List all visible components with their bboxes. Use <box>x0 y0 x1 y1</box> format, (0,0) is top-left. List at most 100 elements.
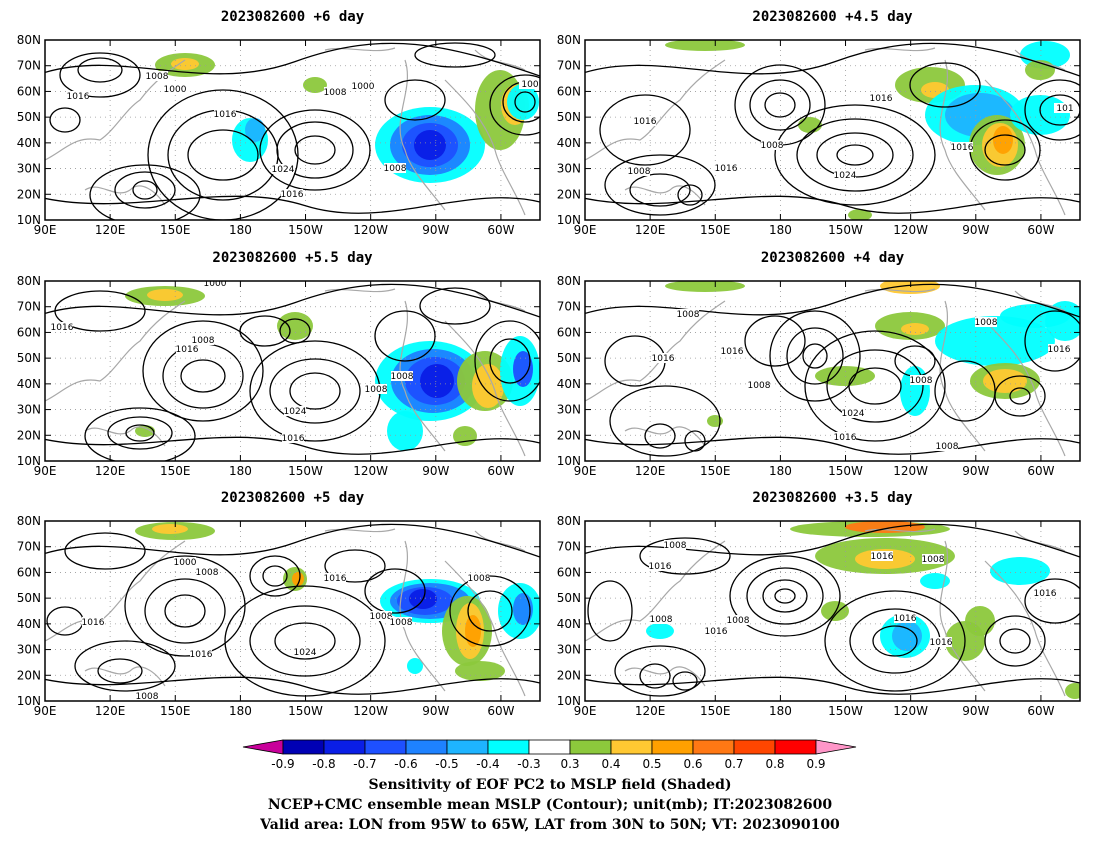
contour-label-text: 1016 <box>1034 589 1057 599</box>
mslp-contour <box>249 555 301 597</box>
contour-label-text: 1008 <box>196 568 219 578</box>
contour-label-bg <box>761 140 783 150</box>
map-content: 1016 1016 1008 1008 1016 1024 1016 101 <box>585 40 1080 220</box>
mslp-contour <box>180 359 226 393</box>
colorbar-tick-label: -0.7 <box>353 757 376 771</box>
lat-tick-label: 70N <box>557 540 581 554</box>
coastline <box>984 560 1066 697</box>
contour-label: 1016 <box>190 649 213 660</box>
contour-label-text: 1008 <box>677 310 700 320</box>
mslp-contour <box>585 195 1080 214</box>
map-frame <box>44 280 541 462</box>
lat-tick-label: 60N <box>17 325 41 339</box>
contour-label: 1016 <box>871 551 894 562</box>
contour-label-bg <box>390 617 412 627</box>
contour-label: 1024 <box>294 647 317 658</box>
mslp-contour <box>45 523 540 558</box>
contour-label: 1016 <box>281 189 304 200</box>
coastline <box>399 540 446 692</box>
contour-label-text: 1016 <box>715 164 738 174</box>
lon-tick-label: 180 <box>229 223 252 237</box>
contour-label-bg <box>192 335 214 345</box>
mslp-contour <box>994 375 1046 417</box>
mslp-contour <box>604 154 716 216</box>
mslp-contour <box>677 184 703 206</box>
contour-label-bg <box>936 441 958 451</box>
lat-tick-label: 80N <box>17 274 41 288</box>
mslp-contour <box>489 74 540 136</box>
sensitivity-shading <box>920 573 950 589</box>
lon-tick-label: 150W <box>288 464 323 478</box>
contour-label: 1008 <box>365 384 388 395</box>
lat-tick-label: 50N <box>557 110 581 124</box>
lat-tick-label: 30N <box>17 403 41 417</box>
lon-tick-label: 60W <box>487 464 514 478</box>
contour-label-bg <box>727 615 749 625</box>
contour-label: 1016 <box>715 163 738 174</box>
contour-label-text: 1016 <box>834 433 857 443</box>
coastline <box>399 300 446 452</box>
contour-label-text: 1016 <box>951 143 974 153</box>
colorbar-bin <box>282 739 325 755</box>
lon-tick-label: 180 <box>769 464 792 478</box>
lon-tick-label: 150E <box>160 464 191 478</box>
lon-tick-label: 120E <box>635 704 666 718</box>
lat-tick-label: 60N <box>17 84 41 98</box>
lon-tick-label: 60W <box>487 223 514 237</box>
sensitivity-shading <box>845 521 925 533</box>
lon-tick-label: 180 <box>229 704 252 718</box>
mslp-contour <box>45 42 540 77</box>
contour-label-text: 101 <box>1056 104 1073 114</box>
contour-label-text: 1016 <box>705 627 728 637</box>
contour-label-text: 100 <box>521 80 538 90</box>
colorbar-bin <box>692 739 735 755</box>
mslp-contour <box>249 605 361 677</box>
lon-tick-label: 60W <box>1027 464 1054 478</box>
lon-tick-label: 90W <box>422 464 449 478</box>
lat-tick-label: 20N <box>557 668 581 682</box>
lon-tick-label: 150E <box>160 704 191 718</box>
contour-label-bg <box>196 567 218 577</box>
contour-label-bg <box>975 317 997 327</box>
colorbar-bin <box>446 739 489 755</box>
contour-label: 1008 <box>936 441 959 452</box>
lon-tick-label: 150E <box>700 223 731 237</box>
lat-tick-label: 80N <box>17 514 41 528</box>
mslp-contour <box>187 129 259 181</box>
lon-tick-label: 120W <box>353 704 388 718</box>
mslp-contour <box>107 416 173 450</box>
colorbar-bin <box>405 739 448 755</box>
lon-tick-label: 60W <box>1027 223 1054 237</box>
lat-tick-label: 30N <box>557 643 581 657</box>
map-frame <box>584 520 1081 702</box>
contour-label: 1008 <box>727 615 750 626</box>
mslp-contour <box>585 676 1080 695</box>
contour-label: 1008 <box>136 691 159 701</box>
contour-label-bg <box>842 408 864 418</box>
map-content: 1008 1000 1016 1008 1000 1016 1024 1008 1016 100 <box>45 40 540 220</box>
contour-label: 1016 <box>82 617 105 628</box>
colorbar-tick-label: 0.6 <box>683 757 702 771</box>
sensitivity-shading <box>935 316 1055 366</box>
caption-line-2: NCEP+CMC ensemble mean MSLP (Contour); u… <box>267 797 833 813</box>
contour-label: 1000 <box>352 81 375 92</box>
coastline <box>864 47 936 52</box>
contour-label: 1016 <box>1048 344 1071 355</box>
coastline <box>939 59 986 211</box>
lon-tick-label: 60W <box>1027 704 1054 718</box>
coastline <box>324 528 396 533</box>
contour-label-text: 1008 <box>192 336 215 346</box>
contour-label: 1016 <box>652 353 675 364</box>
lon-tick-label: 150E <box>700 464 731 478</box>
mslp-contour <box>744 315 806 367</box>
colorbar-tick-label: -0.3 <box>517 757 540 771</box>
sensitivity-shading <box>1010 95 1070 135</box>
contour-label: 1016 <box>894 613 917 624</box>
lat-tick-label: 30N <box>557 162 581 176</box>
lat-tick-label: 60N <box>557 84 581 98</box>
contour-label: 101 <box>1054 103 1076 114</box>
